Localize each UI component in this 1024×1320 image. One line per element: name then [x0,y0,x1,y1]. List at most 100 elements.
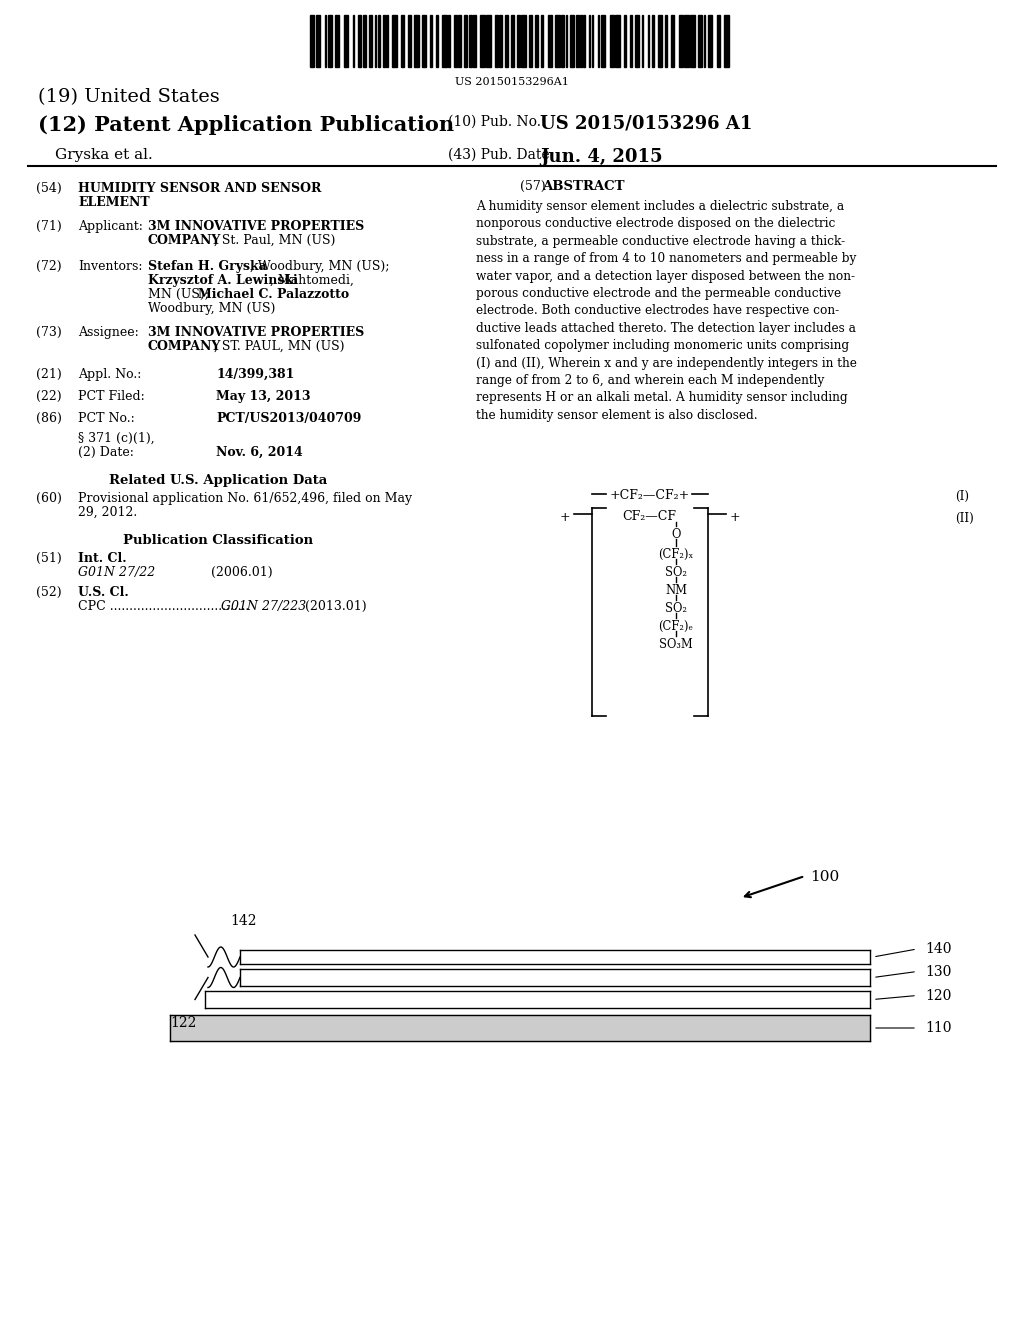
Text: Gryska et al.: Gryska et al. [55,148,153,162]
Text: 120: 120 [925,989,951,1002]
Bar [541,15,544,67]
Bar [449,15,450,67]
Text: 130: 130 [925,965,951,978]
Text: (52): (52) [36,586,61,599]
Bar [589,15,591,67]
Text: Publication Classification: Publication Classification [123,535,313,546]
Bar [409,15,412,67]
Text: Woodbury, MN (US): Woodbury, MN (US) [148,302,275,315]
Text: (57): (57) [520,180,546,193]
Text: May 13, 2013: May 13, 2013 [216,389,310,403]
Bar [615,15,620,67]
Bar [436,15,438,67]
Text: PCT/US2013/040709: PCT/US2013/040709 [216,412,361,425]
Bar [635,15,639,67]
Bar [454,15,457,67]
Text: U.S. Cl.: U.S. Cl. [78,586,129,599]
Bar [583,15,585,67]
Text: (22): (22) [36,389,61,403]
Text: (21): (21) [36,368,61,381]
Bar [369,15,372,67]
Text: CPC ....................................: CPC .................................... [78,601,249,612]
Bar [648,15,649,67]
Text: 14/399,381: 14/399,381 [216,368,294,381]
Bar [415,15,419,67]
Text: Applicant:: Applicant: [78,220,143,234]
Text: Krzysztof A. Lewinski: Krzysztof A. Lewinski [148,275,298,286]
Text: , Woodbury, MN (US);: , Woodbury, MN (US); [250,260,389,273]
Bar [724,15,728,67]
Bar [581,15,582,67]
Bar [555,15,560,67]
Bar [315,15,321,67]
Text: CF₂—CF: CF₂—CF [622,510,676,523]
Text: (73): (73) [36,326,61,339]
Bar [480,15,484,67]
Text: SO₂: SO₂ [665,566,687,579]
Bar [362,15,366,67]
Bar [328,15,332,67]
Bar [325,15,327,67]
Bar [535,15,538,67]
Text: Inventors:: Inventors: [78,260,142,273]
Text: (71): (71) [36,220,61,234]
Bar [464,15,467,67]
Text: (CF₂)ₑ: (CF₂)ₑ [658,620,693,634]
Text: , Mahtomedi,: , Mahtomedi, [270,275,354,286]
Text: Related U.S. Application Data: Related U.S. Application Data [109,474,327,487]
Bar [430,15,432,67]
Bar [666,15,667,67]
Bar [642,15,643,67]
Text: Nov. 6, 2014: Nov. 6, 2014 [216,446,303,459]
Bar [672,15,674,67]
Text: (I): (I) [955,490,969,503]
Bar [652,15,653,67]
Text: Michael C. Palazzotto: Michael C. Palazzotto [198,288,349,301]
Bar [335,15,339,67]
Text: , St. Paul, MN (US): , St. Paul, MN (US) [214,234,336,247]
Bar [528,15,531,67]
Bar [565,15,567,67]
Text: 100: 100 [810,870,840,884]
Bar [570,15,574,67]
Text: Assignee:: Assignee: [78,326,138,339]
Text: US 20150153296A1: US 20150153296A1 [455,77,569,87]
Bar [625,15,626,67]
Text: SO₂: SO₂ [665,602,687,615]
Text: SO₃M: SO₃M [659,638,693,651]
Text: (51): (51) [36,552,61,565]
Text: (43) Pub. Date:: (43) Pub. Date: [449,148,554,162]
Text: (CF₂)ₓ: (CF₂)ₓ [658,548,693,561]
Text: Appl. No.:: Appl. No.: [78,368,141,381]
Text: HUMIDITY SENSOR AND SENSOR: HUMIDITY SENSOR AND SENSOR [78,182,322,195]
Text: 29, 2012.: 29, 2012. [78,506,137,519]
Bar [708,15,713,67]
Text: US 2015/0153296 A1: US 2015/0153296 A1 [540,115,753,133]
Text: Provisional application No. 61/652,496, filed on May: Provisional application No. 61/652,496, … [78,492,412,506]
Text: Stefan H. Gryska: Stefan H. Gryska [148,260,266,273]
Bar [358,15,361,67]
Bar [442,15,446,67]
Text: Jun. 4, 2015: Jun. 4, 2015 [540,148,663,166]
Bar [697,15,702,67]
Text: G01N 27/22: G01N 27/22 [78,566,156,579]
Text: PCT No.:: PCT No.: [78,412,135,425]
Text: Int. Cl.: Int. Cl. [78,552,127,565]
Text: (2013.01): (2013.01) [301,601,367,612]
Text: 122: 122 [171,1016,197,1030]
Bar [375,15,376,67]
Text: (10) Pub. No.:: (10) Pub. No.: [449,115,546,129]
Bar [521,15,526,67]
Bar [352,15,354,67]
Text: +: + [559,511,570,524]
Text: (72): (72) [36,260,61,273]
Bar [495,15,498,67]
Bar [486,15,490,67]
Bar [630,15,632,67]
Bar [609,15,614,67]
Bar [601,15,605,67]
Bar [383,15,385,67]
Text: (2) Date:: (2) Date: [78,446,134,459]
Bar [401,15,404,67]
Text: (86): (86) [36,412,61,425]
